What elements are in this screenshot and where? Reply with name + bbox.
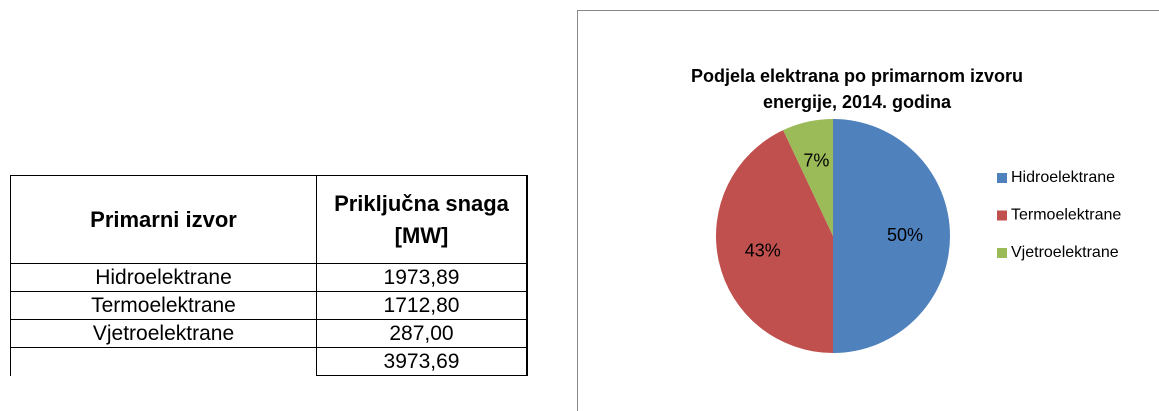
data-label: 50%: [887, 225, 923, 245]
header-cell: Priključna snaga [MW]: [316, 175, 528, 264]
cell: 1712,80: [316, 291, 528, 320]
total-cell: 3973,69: [316, 347, 528, 376]
legend-label: Vjetroelektrane: [1011, 244, 1119, 261]
data-label: 7%: [803, 151, 829, 171]
cell: Hidroelektrane: [10, 263, 317, 292]
chart-title: Podjela elektrana po primarnom izvoru ene…: [691, 66, 1023, 112]
legend-swatch: [997, 210, 1007, 221]
data-table: Primarni izvor Priključna snaga [MW] Hid…: [10, 175, 528, 376]
legend-swatch: [997, 173, 1007, 183]
legend-label: Hidroelektrane: [1011, 169, 1115, 186]
pie-slice: [716, 130, 833, 353]
total-row: 3973,69: [10, 347, 528, 376]
cell: Vjetroelektrane: [10, 319, 317, 348]
cell: 287,00: [316, 319, 528, 348]
pie-slice: [783, 119, 833, 236]
data-label: 43%: [745, 240, 781, 260]
header-cell: Primarni izvor: [10, 175, 317, 264]
row: Vjetroelektrane 287,00: [10, 319, 528, 348]
header-row: Primarni izvor Priključna snaga [MW]: [10, 175, 528, 264]
legend-swatch: [997, 248, 1007, 258]
legend-label: Termoelektrane: [1011, 207, 1121, 224]
pie-slice: [833, 119, 950, 353]
cell: [10, 347, 317, 376]
